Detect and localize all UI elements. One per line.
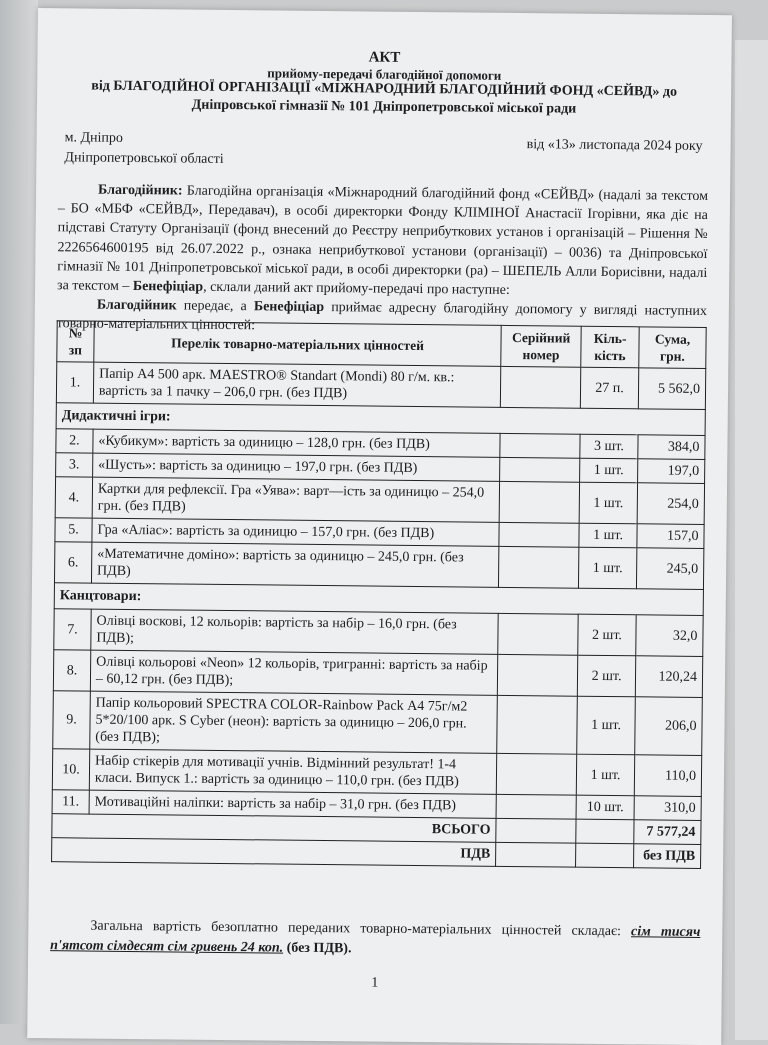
body-text: Благодійник: Благодійна організація «Між…: [57, 180, 709, 340]
items-table: № зп Перелік товарно-матеріальних ціннос…: [51, 320, 707, 869]
row-number: 4.: [55, 476, 93, 519]
row-sum: 310,0: [634, 795, 702, 821]
row-number: 1.: [56, 361, 94, 404]
total-sentence: Загальна вартість безоплатно переданих т…: [90, 918, 632, 940]
row-description: «Математичне доміно»: вартість за одиниц…: [91, 542, 499, 588]
col-quantity: Кіль-кість: [580, 326, 640, 368]
row-description: Олівці воскові, 12 кольорів: вартість за…: [90, 609, 499, 655]
document-page: АКТ прийому-передачі благодійної допомог…: [27, 8, 732, 1045]
row-serial: [496, 753, 577, 796]
row-sum: 384,0: [637, 434, 706, 460]
row-description: Олівці кольорові «Neon» 12 кольорів, три…: [90, 650, 498, 696]
vat-value: без ПДВ: [633, 843, 701, 869]
row-description: Картки для рефлексії. Гра «Уява»: варт—і…: [92, 477, 500, 523]
city: м. Дніпро: [64, 130, 124, 146]
col-sum: Сума, грн.: [638, 326, 707, 369]
text: , склали даний акт прийому-передачі про …: [203, 279, 510, 298]
row-quantity: 1 шт.: [578, 523, 638, 548]
row-sum: 245,0: [636, 547, 704, 590]
row-quantity: 1 шт.: [579, 458, 638, 483]
row-serial: [498, 522, 580, 548]
row-sum: 110,0: [634, 754, 702, 797]
paragraph-parties: Благодійник: Благодійна організація «Між…: [57, 180, 708, 302]
table-row: 1. Папір А4 500 арк. MAESTRO® Standart (…: [56, 361, 706, 410]
table-row: 9. Папір кольоровий SPECTRA COLOR-Rainbo…: [52, 690, 703, 756]
label-beneficiary: Бенефіціар: [132, 279, 204, 295]
col-description: Перелік товарно-матеріальних цінностей: [93, 321, 502, 367]
row-quantity: 1 шт.: [576, 754, 635, 796]
row-quantity: 1 шт.: [576, 696, 636, 755]
row-number: 6.: [54, 541, 92, 584]
table-row: 8. Олівці кольорові «Neon» 12 кольорів, …: [53, 649, 703, 698]
row-serial: [496, 695, 578, 755]
row-sum: 197,0: [637, 458, 705, 484]
label-beneficiary: Бенефіціар: [253, 299, 325, 316]
row-serial: [498, 546, 579, 589]
row-serial: [496, 794, 577, 820]
row-number: 2.: [55, 428, 94, 454]
row-description: Папір А4 500 арк. MAESTRO® Standart (Mon…: [93, 362, 501, 408]
row-serial: [500, 366, 581, 409]
row-quantity: 3 шт.: [579, 434, 639, 459]
row-number: 9.: [52, 690, 91, 750]
row-sum: 32,0: [635, 614, 704, 657]
row-serial: [499, 457, 580, 483]
row-quantity: 2 шт.: [577, 655, 636, 697]
label-donor: Благодійник: [96, 297, 177, 314]
total-value: 7 577,24: [633, 819, 702, 845]
row-description: Набір стікерів для мотивації учнів. Відм…: [89, 749, 497, 795]
region: Дніпропетровської області: [64, 150, 224, 167]
table-row: 7. Олівці воскові, 12 кольорів: вартість…: [53, 608, 704, 657]
row-sum: 120,24: [635, 655, 703, 698]
vat-note: (без ПДВ).: [283, 940, 352, 957]
row-number: 10.: [52, 748, 90, 791]
row-quantity: 1 шт.: [578, 547, 637, 589]
table-row: 6. «Математичне доміно»: вартість за оди…: [54, 541, 704, 590]
col-number: № зп: [56, 320, 95, 363]
row-sum: 206,0: [634, 696, 703, 756]
table-row: 10. Набір стікерів для мотивації учнів. …: [52, 748, 702, 797]
row-number: 11.: [52, 789, 90, 815]
row-sum: 254,0: [637, 482, 705, 525]
row-number: 7.: [53, 608, 92, 651]
background-sheet-right: [735, 40, 768, 1040]
row-sum: 5 562,0: [638, 367, 706, 410]
table-row: 4. Картки для рефлексії. Гра «Уява»: вар…: [55, 476, 705, 525]
row-serial: [497, 613, 579, 656]
row-serial: [497, 654, 578, 697]
row-serial: [499, 433, 581, 459]
doc-date: від «13» листопада 2024 року: [526, 137, 703, 154]
place: м. Дніпро Дніпропетровської області: [64, 128, 224, 170]
row-sum: 157,0: [636, 523, 705, 549]
footer-text: Загальна вартість безоплатно переданих т…: [50, 916, 700, 963]
row-quantity: 2 шт.: [577, 614, 637, 656]
row-number: 3.: [55, 452, 93, 478]
row-serial: [499, 481, 580, 524]
text: передає, а: [176, 298, 254, 315]
vat-label: ПДВ: [51, 837, 496, 867]
table-header: № зп Перелік товарно-матеріальних ціннос…: [56, 320, 707, 369]
row-description: Папір кольоровий SPECTRA COLOR-Rainbow P…: [89, 691, 498, 754]
row-quantity: 1 шт.: [579, 482, 638, 524]
row-quantity: 10 шт.: [576, 795, 635, 820]
row-number: 8.: [53, 649, 91, 692]
col-serial: Серійний номер: [500, 325, 582, 368]
page-number: 1: [371, 975, 379, 991]
text: Благодійна організація «Міжнародний благ…: [57, 183, 709, 295]
row-number: 5.: [54, 517, 93, 543]
label-donor: Благодійник:: [98, 182, 183, 199]
row-quantity: 27 п.: [580, 367, 639, 409]
